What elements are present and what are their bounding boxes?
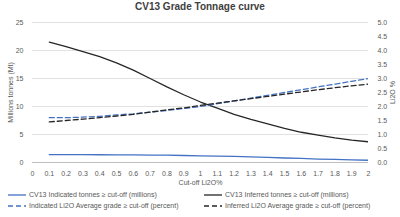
- svg-text:20: 20: [16, 47, 24, 54]
- html-text:CV13 Grade Tonnage curve: CV13 Grade Tonnage curve: [135, 1, 265, 12]
- svg-text:1.2: 1.2: [229, 170, 239, 177]
- svg-text:1.8: 1.8: [330, 170, 340, 177]
- svg-text:3.5: 3.5: [378, 61, 388, 68]
- svg-text:4.0: 4.0: [378, 47, 388, 54]
- svg-text:1.7: 1.7: [313, 170, 323, 177]
- svg-text:0.5: 0.5: [112, 170, 122, 177]
- svg-text:5: 5: [20, 131, 24, 138]
- svg-text:2.5: 2.5: [378, 89, 388, 96]
- svg-text:0.2: 0.2: [61, 170, 71, 177]
- svg-text:0.8: 0.8: [162, 170, 172, 177]
- html-text:Indicated Li2O Average grade ≥: Indicated Li2O Average grade ≥ cut-off (…: [29, 202, 179, 209]
- svg-text:0.7: 0.7: [145, 170, 155, 177]
- svg-text:0.6: 0.6: [128, 170, 138, 177]
- svg-text:0: 0: [31, 170, 35, 177]
- svg-text:1.3: 1.3: [246, 170, 256, 177]
- svg-text:Li2O %: Li2O %: [389, 81, 396, 104]
- svg-text:0.5: 0.5: [378, 145, 388, 152]
- svg-text:0.3: 0.3: [78, 170, 88, 177]
- svg-text:1.0: 1.0: [378, 131, 388, 138]
- svg-text:1.5: 1.5: [378, 117, 388, 124]
- svg-text:15: 15: [16, 75, 24, 82]
- svg-text:1.6: 1.6: [296, 170, 306, 177]
- html-text:CV13 Inferred tonnes ≥ cut-off: CV13 Inferred tonnes ≥ cut-off (millions…: [225, 191, 349, 198]
- svg-text:0.0: 0.0: [378, 159, 388, 166]
- svg-text:0.9: 0.9: [179, 170, 189, 177]
- svg-text:1.1: 1.1: [212, 170, 222, 177]
- svg-text:2.0: 2.0: [378, 103, 388, 110]
- svg-text:25: 25: [16, 19, 24, 26]
- svg-text:0.1: 0.1: [44, 170, 54, 177]
- svg-text:0.4: 0.4: [95, 170, 105, 177]
- svg-text:3.0: 3.0: [378, 75, 388, 82]
- svg-text:5.0: 5.0: [378, 19, 388, 26]
- svg-text:0: 0: [20, 159, 24, 166]
- svg-text:2: 2: [367, 170, 371, 177]
- svg-text:1.4: 1.4: [263, 170, 273, 177]
- html-text:CV13 Indicated tonnes ≥ cut-of: CV13 Indicated tonnes ≥ cut-off (million…: [29, 191, 157, 198]
- svg-text:1.9: 1.9: [347, 170, 357, 177]
- svg-text:4.5: 4.5: [378, 33, 388, 40]
- svg-text:1: 1: [199, 170, 203, 177]
- html-text:Inferred Li2O Average grade ≥: Inferred Li2O Average grade ≥ cut-off (p…: [225, 202, 371, 209]
- svg-text:10: 10: [16, 103, 24, 110]
- svg-text:Millions tonnes (Mt): Millions tonnes (Mt): [7, 62, 15, 123]
- svg-text:1.5: 1.5: [280, 170, 290, 177]
- svg-text:Cut-off Li2O%: Cut-off Li2O%: [179, 179, 223, 186]
